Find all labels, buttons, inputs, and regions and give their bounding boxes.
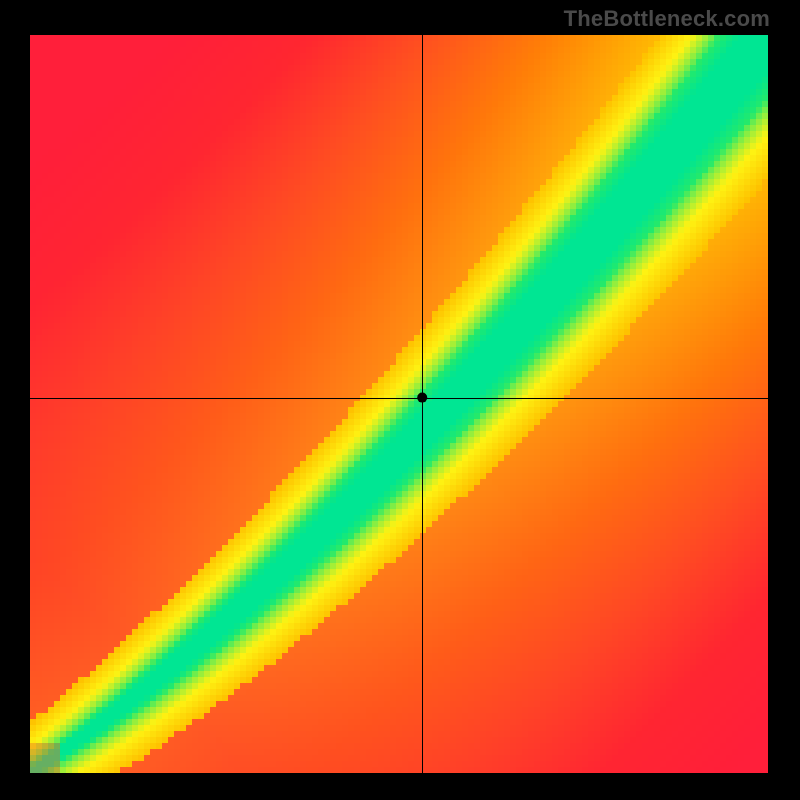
crosshair-overlay	[0, 0, 800, 800]
watermark-text: TheBottleneck.com	[564, 6, 770, 32]
chart-container: { "watermark": { "text": "TheBottleneck.…	[0, 0, 800, 800]
